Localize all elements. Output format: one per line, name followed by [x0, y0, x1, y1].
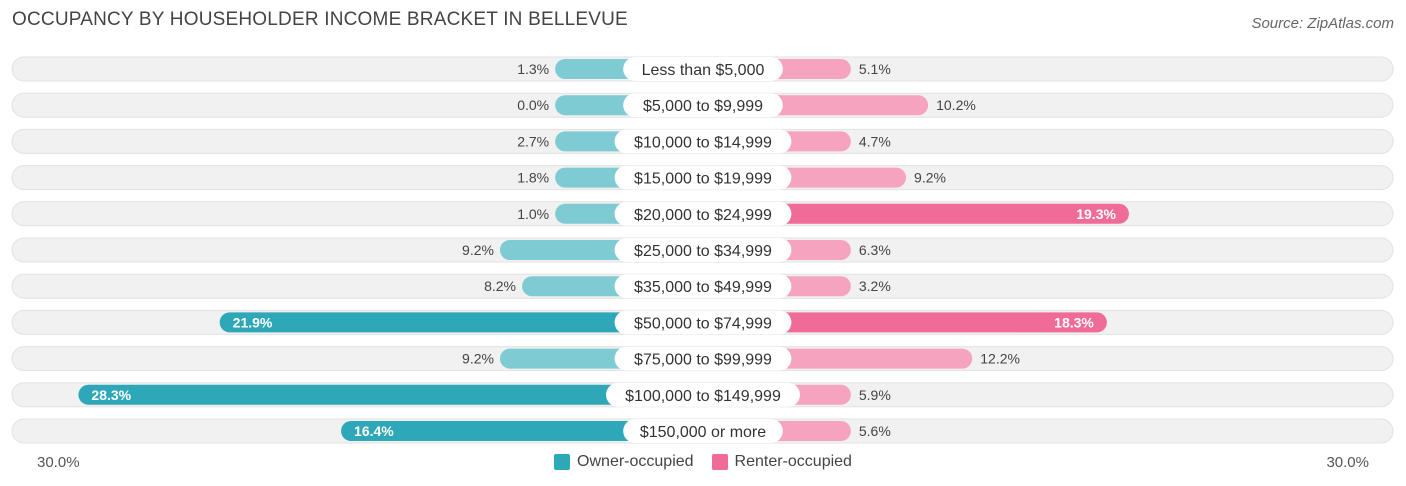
- owner-value-label: 2.7%: [517, 133, 549, 149]
- chart-title: OCCUPANCY BY HOUSEHOLDER INCOME BRACKET …: [12, 9, 628, 30]
- renter-value-label: 6.3%: [859, 242, 891, 258]
- diverging-bar-chart: 1.3% 5.1% Less than $5,000 0.0% 10.2% $5,000 …: [11, 56, 1394, 444]
- owner-value-label: 0.0%: [517, 97, 549, 113]
- category-label: $15,000 to $19,999: [634, 171, 772, 188]
- owner-value-label: 16.4%: [354, 423, 394, 439]
- legend-item-owner: Owner-occupied: [554, 453, 694, 471]
- category-label: $25,000 to $34,999: [634, 243, 772, 260]
- category-pill: [614, 165, 792, 190]
- owner-bar: [219, 312, 704, 333]
- legend: Owner-occupied Renter-occupied: [0, 453, 1406, 471]
- legend-owner-label: Owner-occupied: [577, 453, 694, 470]
- category-label: $10,000 to $14,999: [634, 134, 772, 151]
- owner-value-label: 9.2%: [462, 242, 494, 258]
- owner-value-label: 1.3%: [517, 61, 549, 77]
- category-pill: [614, 238, 792, 262]
- category-pill: [614, 129, 792, 154]
- category-label: $150,000 or more: [640, 424, 766, 441]
- axis-left-label: 30.0%: [37, 454, 80, 471]
- category-label: $50,000 to $74,999: [634, 315, 772, 332]
- axis-right-label: 30.0%: [1326, 454, 1369, 471]
- renter-swatch: [711, 454, 728, 470]
- category-pill: [614, 346, 792, 371]
- category-pill: [623, 93, 783, 118]
- category-label: $75,000 to $99,999: [634, 352, 772, 369]
- renter-bar: [703, 312, 1107, 333]
- legend-item-renter: Renter-occupied: [711, 453, 852, 471]
- category-label: $5,000 to $9,999: [643, 98, 763, 115]
- source-label: Source: ZipAtlas.com: [1251, 15, 1394, 32]
- category-label: $35,000 to $49,999: [634, 279, 772, 296]
- category-pill: [614, 201, 792, 226]
- owner-value-label: 1.0%: [517, 206, 549, 222]
- renter-bar: [703, 203, 1129, 224]
- owner-value-label: 21.9%: [233, 314, 273, 330]
- category-label: Less than $5,000: [642, 62, 765, 79]
- renter-value-label: 5.9%: [859, 387, 891, 403]
- category-pill: [623, 57, 783, 81]
- category-label: $100,000 to $149,999: [625, 388, 781, 405]
- owner-value-label: 9.2%: [462, 351, 494, 367]
- renter-value-label: 9.2%: [914, 170, 946, 186]
- owner-value-label: 1.8%: [517, 170, 549, 186]
- owner-bar: [341, 421, 703, 441]
- renter-value-label: 19.3%: [1076, 206, 1116, 222]
- renter-value-label: 10.2%: [936, 97, 976, 113]
- owner-swatch: [554, 454, 571, 470]
- owner-value-label: 8.2%: [484, 278, 516, 294]
- renter-value-label: 5.6%: [859, 423, 891, 439]
- category-pill: [614, 310, 792, 335]
- legend-renter-label: Renter-occupied: [734, 453, 852, 470]
- renter-value-label: 12.2%: [980, 351, 1020, 367]
- owner-bar: [78, 384, 703, 405]
- renter-value-label: 3.2%: [859, 278, 891, 294]
- owner-value-label: 28.3%: [91, 387, 131, 403]
- category-label: $20,000 to $24,999: [634, 207, 772, 224]
- category-pill: [614, 274, 792, 299]
- renter-value-label: 4.7%: [859, 133, 891, 149]
- renter-value-label: 18.3%: [1054, 314, 1094, 330]
- renter-value-label: 5.1%: [859, 61, 891, 77]
- category-pill: [623, 419, 783, 443]
- category-pill: [606, 382, 800, 407]
